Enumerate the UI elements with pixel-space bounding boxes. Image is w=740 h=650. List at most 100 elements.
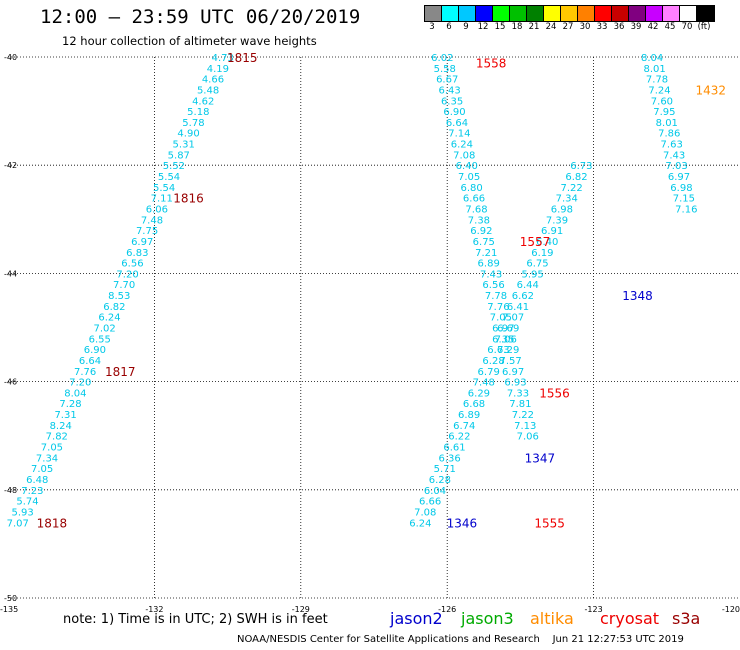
wave-height-point: 7.29 <box>497 345 519 356</box>
wave-height-point: 7.81 <box>509 399 531 410</box>
color-scale-swatch <box>510 6 527 21</box>
wave-height-point: 5.93 <box>12 507 34 518</box>
pass-time-label: 1556 <box>539 386 570 400</box>
wave-height-point: 7.15 <box>673 194 695 205</box>
wave-height-point: 6.35 <box>492 334 514 345</box>
x-tick-label: -120 <box>722 605 740 614</box>
color-scale-label: 12 <box>477 22 489 32</box>
color-scale-swatch <box>476 6 493 21</box>
y-tick-label: -40 <box>4 53 17 62</box>
wave-height-point: 7.22 <box>561 183 583 194</box>
wave-height-point: 6.40 <box>536 237 558 248</box>
color-scale-label: 70 <box>681 22 693 32</box>
legend-altika: altika <box>530 609 574 628</box>
wave-height-point: 6.24 <box>409 518 431 529</box>
wave-height-point: 4.66 <box>202 75 224 86</box>
wave-height-point: 7.78 <box>485 291 507 302</box>
wave-height-point: 5.87 <box>168 150 190 161</box>
wave-height-point: 6.02 <box>431 53 453 64</box>
color-scale-label: 30 <box>579 22 591 32</box>
pass-time-label: 1346 <box>447 516 478 530</box>
color-scale-swatch <box>544 6 561 21</box>
wave-height-point: 6.28 <box>482 356 504 367</box>
wave-height-point: 6.28 <box>429 475 451 486</box>
pass-time-label: 1816 <box>173 192 204 206</box>
color-scale-swatch <box>646 6 663 21</box>
wave-height-point: 6.36 <box>439 453 461 464</box>
color-scale-label: 21 <box>528 22 540 32</box>
wave-height-point: 7.23 <box>21 486 43 497</box>
wave-height-point: 7.05 <box>490 313 512 324</box>
wave-height-point: 7.03 <box>665 161 687 172</box>
wave-height-point: 6.97 <box>668 172 690 183</box>
wave-height-point: 6.04 <box>424 486 446 497</box>
wave-height-point: 6.69 <box>497 324 519 335</box>
wave-height-point: 6.43 <box>439 85 461 96</box>
color-scale-label: 6 <box>446 22 452 32</box>
wave-height-point: 4.90 <box>177 129 199 140</box>
color-scale-label: 3 <box>429 22 435 32</box>
wave-height-point: 7.20 <box>69 378 91 389</box>
wave-height-point: 6.06 <box>146 204 168 215</box>
wave-height-point: 6.82 <box>565 172 587 183</box>
wave-height-point: 8.24 <box>50 421 72 432</box>
wave-height-point: 7.57 <box>500 356 522 367</box>
wave-height-point: 6.98 <box>670 183 692 194</box>
wave-height-point: 6.66 <box>463 194 485 205</box>
color-scale-swatch <box>578 6 595 21</box>
wave-height-point: 7.22 <box>512 410 534 421</box>
y-tick-label: -42 <box>4 161 17 170</box>
color-scale-swatch <box>425 6 442 21</box>
x-tick-label: -123 <box>585 605 603 614</box>
color-scale-swatch <box>442 6 459 21</box>
wave-height-point: 7.76 <box>74 367 96 378</box>
color-scale-swatch <box>595 6 612 21</box>
wave-height-point: 7.68 <box>465 204 487 215</box>
wave-height-point: 7.34 <box>36 453 58 464</box>
y-tick-label: -46 <box>4 378 17 387</box>
color-scale-label: 24 <box>545 22 557 32</box>
color-scale-labels: 3 6 9 12 15 18 21 24 27 30 33 36 39 42 45 70 (ft) <box>424 22 740 34</box>
chart-subtitle: 12 hour collection of altimeter wave hei… <box>62 34 317 48</box>
y-tick-label: -50 <box>4 594 17 603</box>
pass-time-label: 1817 <box>105 365 136 379</box>
color-scale-swatch <box>629 6 646 21</box>
color-scale-label: 27 <box>562 22 574 32</box>
y-tick-label: -44 <box>4 269 17 278</box>
color-scale-label: 45 <box>664 22 676 32</box>
color-scale-label: 39 <box>630 22 642 32</box>
color-scale-label: 33 <box>596 22 608 32</box>
legend-cryosat: cryosat <box>600 609 660 628</box>
x-tick-label: -129 <box>292 605 310 614</box>
wave-height-point: 7.05 <box>31 464 53 475</box>
wave-height-point: 6.29 <box>468 388 490 399</box>
wave-height-point: 4.73 <box>212 53 234 64</box>
wave-height-point: 6.64 <box>446 118 468 129</box>
wave-height-point: 7.86 <box>658 129 680 140</box>
wave-height-point: 6.56 <box>121 259 143 270</box>
x-tick-label: -132 <box>145 605 163 614</box>
wave-height-point: 7.43 <box>480 269 502 280</box>
color-scale-label: 36 <box>613 22 625 32</box>
x-tick-label: -135 <box>0 605 18 614</box>
wave-height-point: 6.90 <box>84 345 106 356</box>
wave-height-point: 7.63 <box>661 140 683 151</box>
wave-height-point: 6.67 <box>436 75 458 86</box>
note-text: note: 1) Time is in UTC; 2) SWH is in fe… <box>63 612 328 627</box>
wave-height-point: 5.31 <box>173 140 195 151</box>
wave-height-point: 8.04 <box>64 388 86 399</box>
wave-height-point: 5.18 <box>187 107 209 118</box>
wave-height-point: 7.39 <box>546 215 568 226</box>
wave-height-point: 7.05 <box>458 172 480 183</box>
wave-height-point: 8.53 <box>108 291 130 302</box>
wave-height-point: 7.11 <box>151 194 173 205</box>
wave-height-point: 7.16 <box>675 204 697 215</box>
wave-height-point: 6.48 <box>26 475 48 486</box>
wave-height-point: 4.62 <box>192 96 214 107</box>
color-scale-swatch <box>527 6 544 21</box>
chart-title: 12:00 – 23:59 UTC 06/20/2019 <box>40 6 361 28</box>
wave-height-point: 6.74 <box>453 421 475 432</box>
color-scale-swatch <box>493 6 510 21</box>
color-scale-label: 18 <box>511 22 523 32</box>
footer-credit: NOAA/NESDIS Center for Satellite Applica… <box>237 634 684 645</box>
